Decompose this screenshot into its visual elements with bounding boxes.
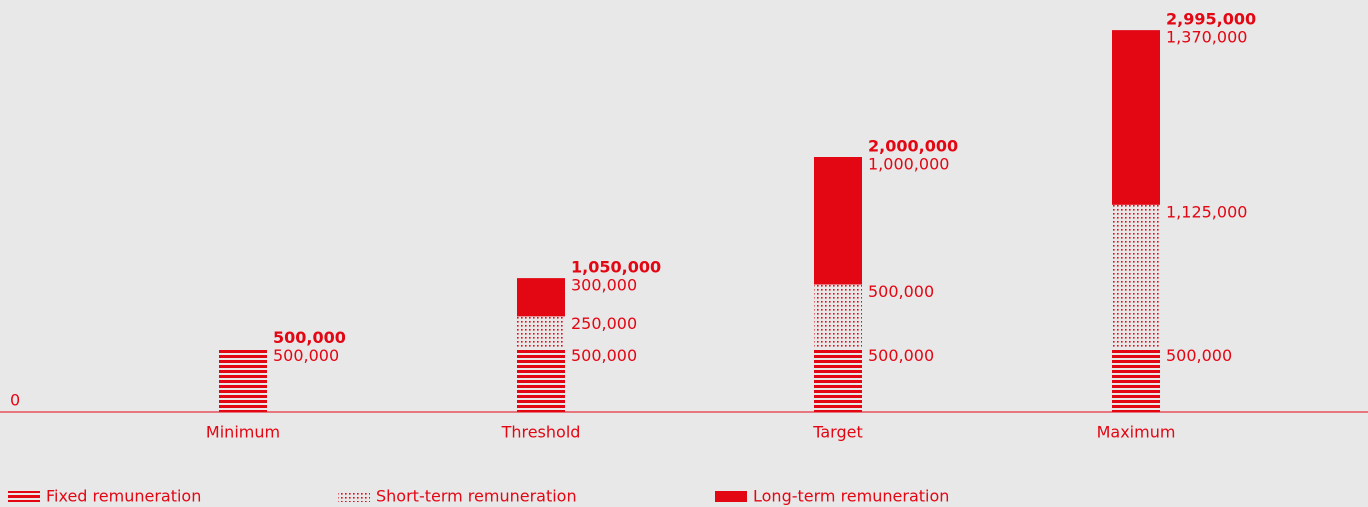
total-label: 500,000 bbox=[273, 328, 346, 347]
value-label: 500,000 bbox=[868, 346, 934, 365]
x-tick-label: Target bbox=[812, 423, 863, 442]
bar-segment bbox=[1112, 348, 1160, 412]
value-label: 1,370,000 bbox=[1166, 28, 1247, 47]
value-label: 300,000 bbox=[571, 276, 637, 295]
legend-swatch bbox=[8, 491, 40, 502]
bar-segment bbox=[1112, 204, 1160, 349]
legend-label: Fixed remuneration bbox=[46, 487, 201, 506]
total-label: 1,050,000 bbox=[571, 258, 661, 277]
bar-segment bbox=[814, 284, 862, 349]
value-label: 250,000 bbox=[571, 314, 637, 333]
bar-segment bbox=[517, 278, 565, 317]
bar-segment bbox=[219, 348, 267, 412]
legend-label: Short-term remuneration bbox=[376, 487, 577, 506]
value-label: 500,000 bbox=[571, 346, 637, 365]
bar-segment bbox=[517, 316, 565, 349]
total-label: 2,000,000 bbox=[868, 137, 958, 156]
x-tick-label: Minimum bbox=[206, 423, 280, 442]
value-label: 500,000 bbox=[868, 282, 934, 301]
value-label: 1,000,000 bbox=[868, 155, 949, 174]
value-label: 500,000 bbox=[1166, 346, 1232, 365]
total-label: 2,995,000 bbox=[1166, 10, 1256, 29]
legend-swatch bbox=[338, 491, 370, 502]
y-tick-label: 0 bbox=[10, 391, 20, 410]
x-tick-label: Threshold bbox=[501, 423, 581, 442]
bar-segment bbox=[1112, 30, 1160, 205]
legend-swatch bbox=[715, 491, 747, 502]
value-label: 500,000 bbox=[273, 346, 339, 365]
legend-label: Long-term remuneration bbox=[753, 487, 949, 506]
bar-segment bbox=[517, 348, 565, 412]
bar-segment bbox=[814, 348, 862, 412]
value-label: 1,125,000 bbox=[1166, 202, 1247, 221]
x-tick-label: Maximum bbox=[1097, 423, 1176, 442]
bar-segment bbox=[814, 157, 862, 285]
